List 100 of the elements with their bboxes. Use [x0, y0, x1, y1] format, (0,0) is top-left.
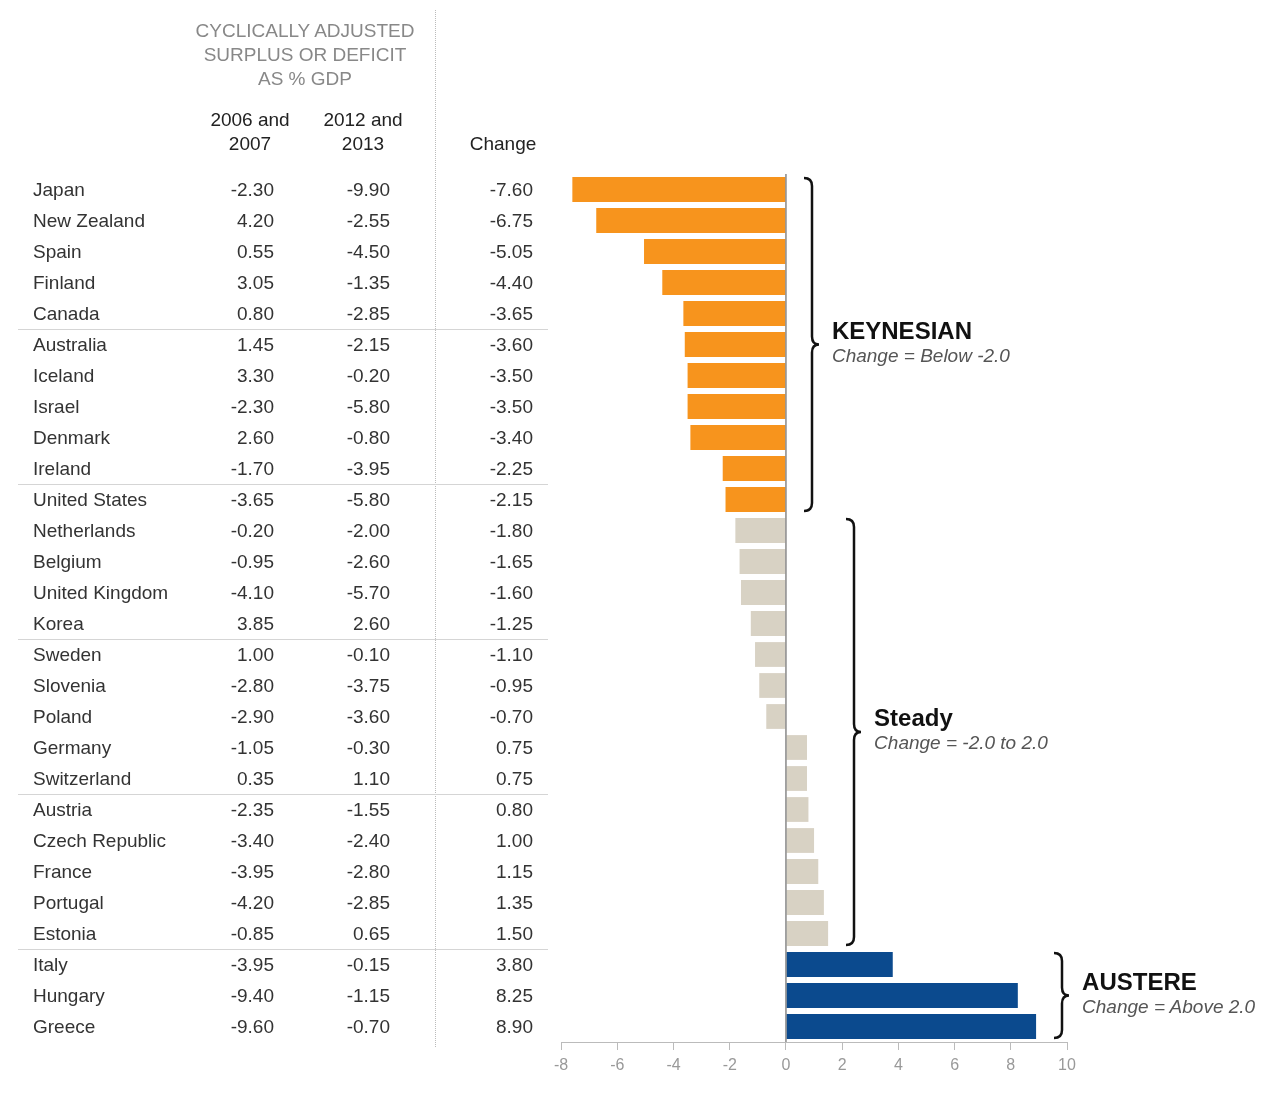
data-label: 1.35 [496, 891, 533, 914]
data-label: -2.15 [489, 488, 533, 511]
data-label: 4.20 [237, 209, 274, 232]
category-label: Portugal [33, 891, 104, 914]
annotation: Steady [874, 704, 954, 732]
category-label: Greece [33, 1015, 96, 1038]
annotation: Change = Below -2.0 [831, 344, 1010, 367]
bar [786, 1014, 1037, 1039]
category-label: Slovenia [33, 674, 106, 697]
data-label: -9.40 [230, 984, 274, 1007]
data-label: 3.80 [496, 953, 533, 976]
data-label: -2.80 [230, 674, 274, 697]
data-label: -3.60 [489, 333, 533, 356]
x-tick-label: 6 [950, 1056, 960, 1074]
data-label: -0.15 [346, 953, 390, 976]
category-label: Sweden [33, 643, 102, 666]
x-tick-label: -4 [666, 1056, 681, 1074]
bar [759, 673, 786, 698]
text: 2006 and 2007 [209, 108, 291, 156]
bar [683, 301, 786, 326]
data-label: 0.35 [237, 767, 274, 790]
data-label: 3.05 [237, 271, 274, 294]
data-label: -1.80 [489, 519, 533, 542]
data-label: 1.45 [237, 333, 274, 356]
bar [735, 518, 786, 543]
data-label: 2.60 [237, 426, 274, 449]
category-label: Spain [33, 240, 82, 263]
data-label: -4.20 [230, 891, 274, 914]
data-label: -4.40 [489, 271, 533, 294]
category-label: Czech Republic [33, 829, 167, 852]
data-label: 0.80 [237, 302, 274, 325]
annotation: Change = -2.0 to 2.0 [874, 732, 1048, 754]
data-label: 3.30 [237, 364, 274, 387]
data-label: -0.10 [346, 643, 390, 666]
category-label: Israel [33, 395, 80, 418]
bar [786, 859, 819, 884]
bar [572, 177, 786, 202]
data-label: 0.75 [496, 736, 533, 759]
category-label: Denmark [33, 426, 111, 449]
data-label: -0.20 [346, 364, 390, 387]
data-label: 8.25 [496, 984, 533, 1007]
data-label: -2.15 [346, 333, 390, 356]
data-label: -0.95 [230, 550, 274, 573]
data-label: -1.70 [230, 457, 274, 480]
data-label: -3.95 [230, 953, 274, 976]
data-label: 0.75 [496, 767, 533, 790]
bar [750, 611, 786, 636]
data-label: -3.40 [230, 829, 274, 852]
bar [755, 642, 786, 667]
data-label: -3.95 [346, 457, 390, 480]
data-label: -0.85 [230, 922, 274, 945]
data-label: 0.65 [353, 922, 390, 945]
data-label: -1.10 [489, 643, 533, 666]
bar [725, 487, 786, 512]
data-label: -2.85 [346, 891, 390, 914]
category-label: Canada [33, 302, 100, 325]
data-label: -2.30 [230, 395, 274, 418]
data-label: 8.90 [496, 1015, 533, 1038]
data-label: 3.85 [237, 612, 274, 635]
data-label: -2.00 [346, 519, 390, 542]
data-label: -2.60 [346, 550, 390, 573]
bar [786, 828, 815, 853]
data-label: -3.50 [489, 364, 533, 387]
bar [786, 921, 829, 946]
data-label: -1.35 [346, 271, 390, 294]
data-label: -5.05 [489, 240, 533, 263]
data-label: -5.80 [346, 488, 390, 511]
category-label: Hungary [33, 984, 105, 1007]
x-tick-label: 0 [781, 1056, 791, 1074]
x-tick-label: 2 [837, 1056, 847, 1074]
category-label: New Zealand [33, 209, 145, 232]
x-tick-label: -6 [610, 1056, 625, 1074]
data-label: -2.40 [346, 829, 390, 852]
data-label: 1.15 [496, 860, 533, 883]
data-label: -9.90 [346, 178, 390, 201]
data-label: 0.55 [237, 240, 274, 263]
x-tick-label: 4 [893, 1056, 903, 1074]
bar [687, 394, 786, 419]
bar [722, 456, 786, 481]
data-label: -0.80 [346, 426, 390, 449]
data-label: -0.30 [346, 736, 390, 759]
bar [766, 704, 786, 729]
category-label: Korea [33, 612, 84, 635]
bar [662, 270, 786, 295]
data-label: -1.55 [346, 798, 390, 821]
bar [786, 890, 824, 915]
data-label: 1.00 [237, 643, 274, 666]
data-label: 2.60 [353, 612, 390, 635]
category-label: Italy [33, 953, 68, 976]
data-label: -3.75 [346, 674, 390, 697]
text: Change = Above 2.0 [1082, 995, 1256, 1018]
data-label: -2.90 [230, 705, 274, 728]
data-label: -7.60 [489, 178, 533, 201]
x-tick-label: -2 [722, 1056, 737, 1074]
category-label: Poland [33, 705, 93, 728]
x-tick-label: -8 [554, 1056, 569, 1074]
annotation: KEYNESIAN [831, 316, 973, 345]
category-label: United Kingdom [33, 581, 169, 604]
category-label: Ireland [33, 457, 92, 480]
bar [740, 580, 786, 605]
